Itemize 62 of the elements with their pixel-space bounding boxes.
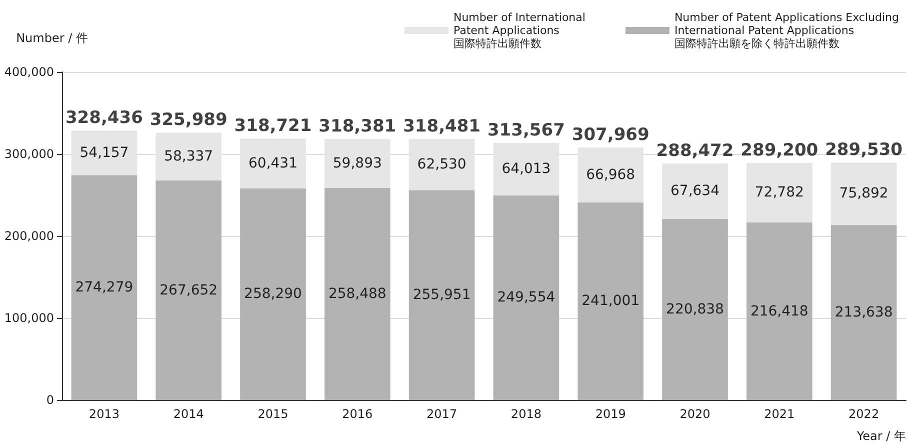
x-tick-label: 2022	[848, 407, 880, 421]
total-label: 313,567	[487, 120, 565, 140]
total-label: 328,436	[65, 108, 143, 128]
bar	[240, 188, 306, 400]
bar	[746, 162, 812, 223]
data-label: 66,968	[586, 166, 636, 183]
bar	[662, 218, 728, 400]
total-label: 318,381	[318, 116, 396, 136]
bar	[408, 190, 475, 400]
data-label: 54,157	[80, 144, 129, 161]
bar	[746, 222, 812, 400]
y-tick-label: 300,000	[4, 147, 54, 161]
data-label: 220,838	[666, 301, 724, 318]
x-tick-label: 2020	[680, 407, 710, 421]
legend-label: Number of Patent Applications Excluding International Patent Applications 国際特許出願を除く特許出願件数	[674, 11, 900, 50]
total-label: 318,481	[403, 116, 481, 136]
x-tick-label: 2013	[88, 407, 120, 421]
data-label: 67,634	[670, 183, 720, 200]
x-tick-label: 2017	[426, 407, 458, 421]
y-tick-label: 200,000	[4, 229, 54, 243]
x-tick-label: 2015	[258, 407, 288, 421]
data-label: 213,638	[834, 304, 893, 320]
bar	[830, 162, 897, 225]
bar	[324, 188, 390, 400]
bar	[156, 180, 222, 400]
data-label: 241,001	[582, 293, 640, 310]
data-label: 64,013	[502, 161, 551, 178]
data-label: 62,530	[417, 156, 466, 172]
y-tick-label: 0	[46, 393, 54, 407]
data-label: 255,951	[412, 287, 471, 304]
x-tick-label: 2021	[764, 407, 795, 421]
x-tick-label: 2016	[342, 407, 373, 421]
data-label: 60,431	[248, 155, 298, 172]
total-label: 318,721	[234, 116, 312, 136]
bar	[578, 202, 644, 400]
y-tick-label: 400,000	[4, 65, 54, 79]
y-tick-label: 100,000	[4, 311, 54, 325]
data-label: 58,337	[164, 148, 214, 165]
legend-label: Number of International Patent Applications 国際特許出願件数	[453, 11, 586, 50]
bar	[662, 163, 728, 219]
y-axis-title: Number / 件	[16, 31, 88, 45]
data-label: 75,892	[839, 186, 888, 202]
bar	[71, 175, 138, 400]
x-tick-label: 2019	[595, 407, 626, 421]
total-label: 325,989	[150, 110, 228, 130]
total-label: 307,969	[572, 124, 650, 145]
data-label: 267,652	[160, 282, 218, 298]
total-label: 289,530	[825, 140, 903, 160]
bar	[830, 224, 897, 400]
data-label: 258,488	[328, 286, 386, 302]
data-label: 59,893	[332, 155, 382, 172]
data-label: 274,279	[75, 280, 134, 296]
data-label: 258,290	[244, 286, 302, 302]
bar	[493, 195, 560, 400]
data-label: 216,418	[750, 303, 808, 320]
x-tick-label: 2018	[510, 407, 542, 421]
data-label: 249,554	[497, 290, 556, 306]
x-tick-label: 2014	[173, 407, 204, 421]
x-axis-title: Year / 年	[856, 429, 906, 443]
total-label: 288,472	[656, 140, 734, 161]
total-label: 289,200	[740, 140, 818, 160]
data-label: 72,782	[754, 184, 804, 201]
